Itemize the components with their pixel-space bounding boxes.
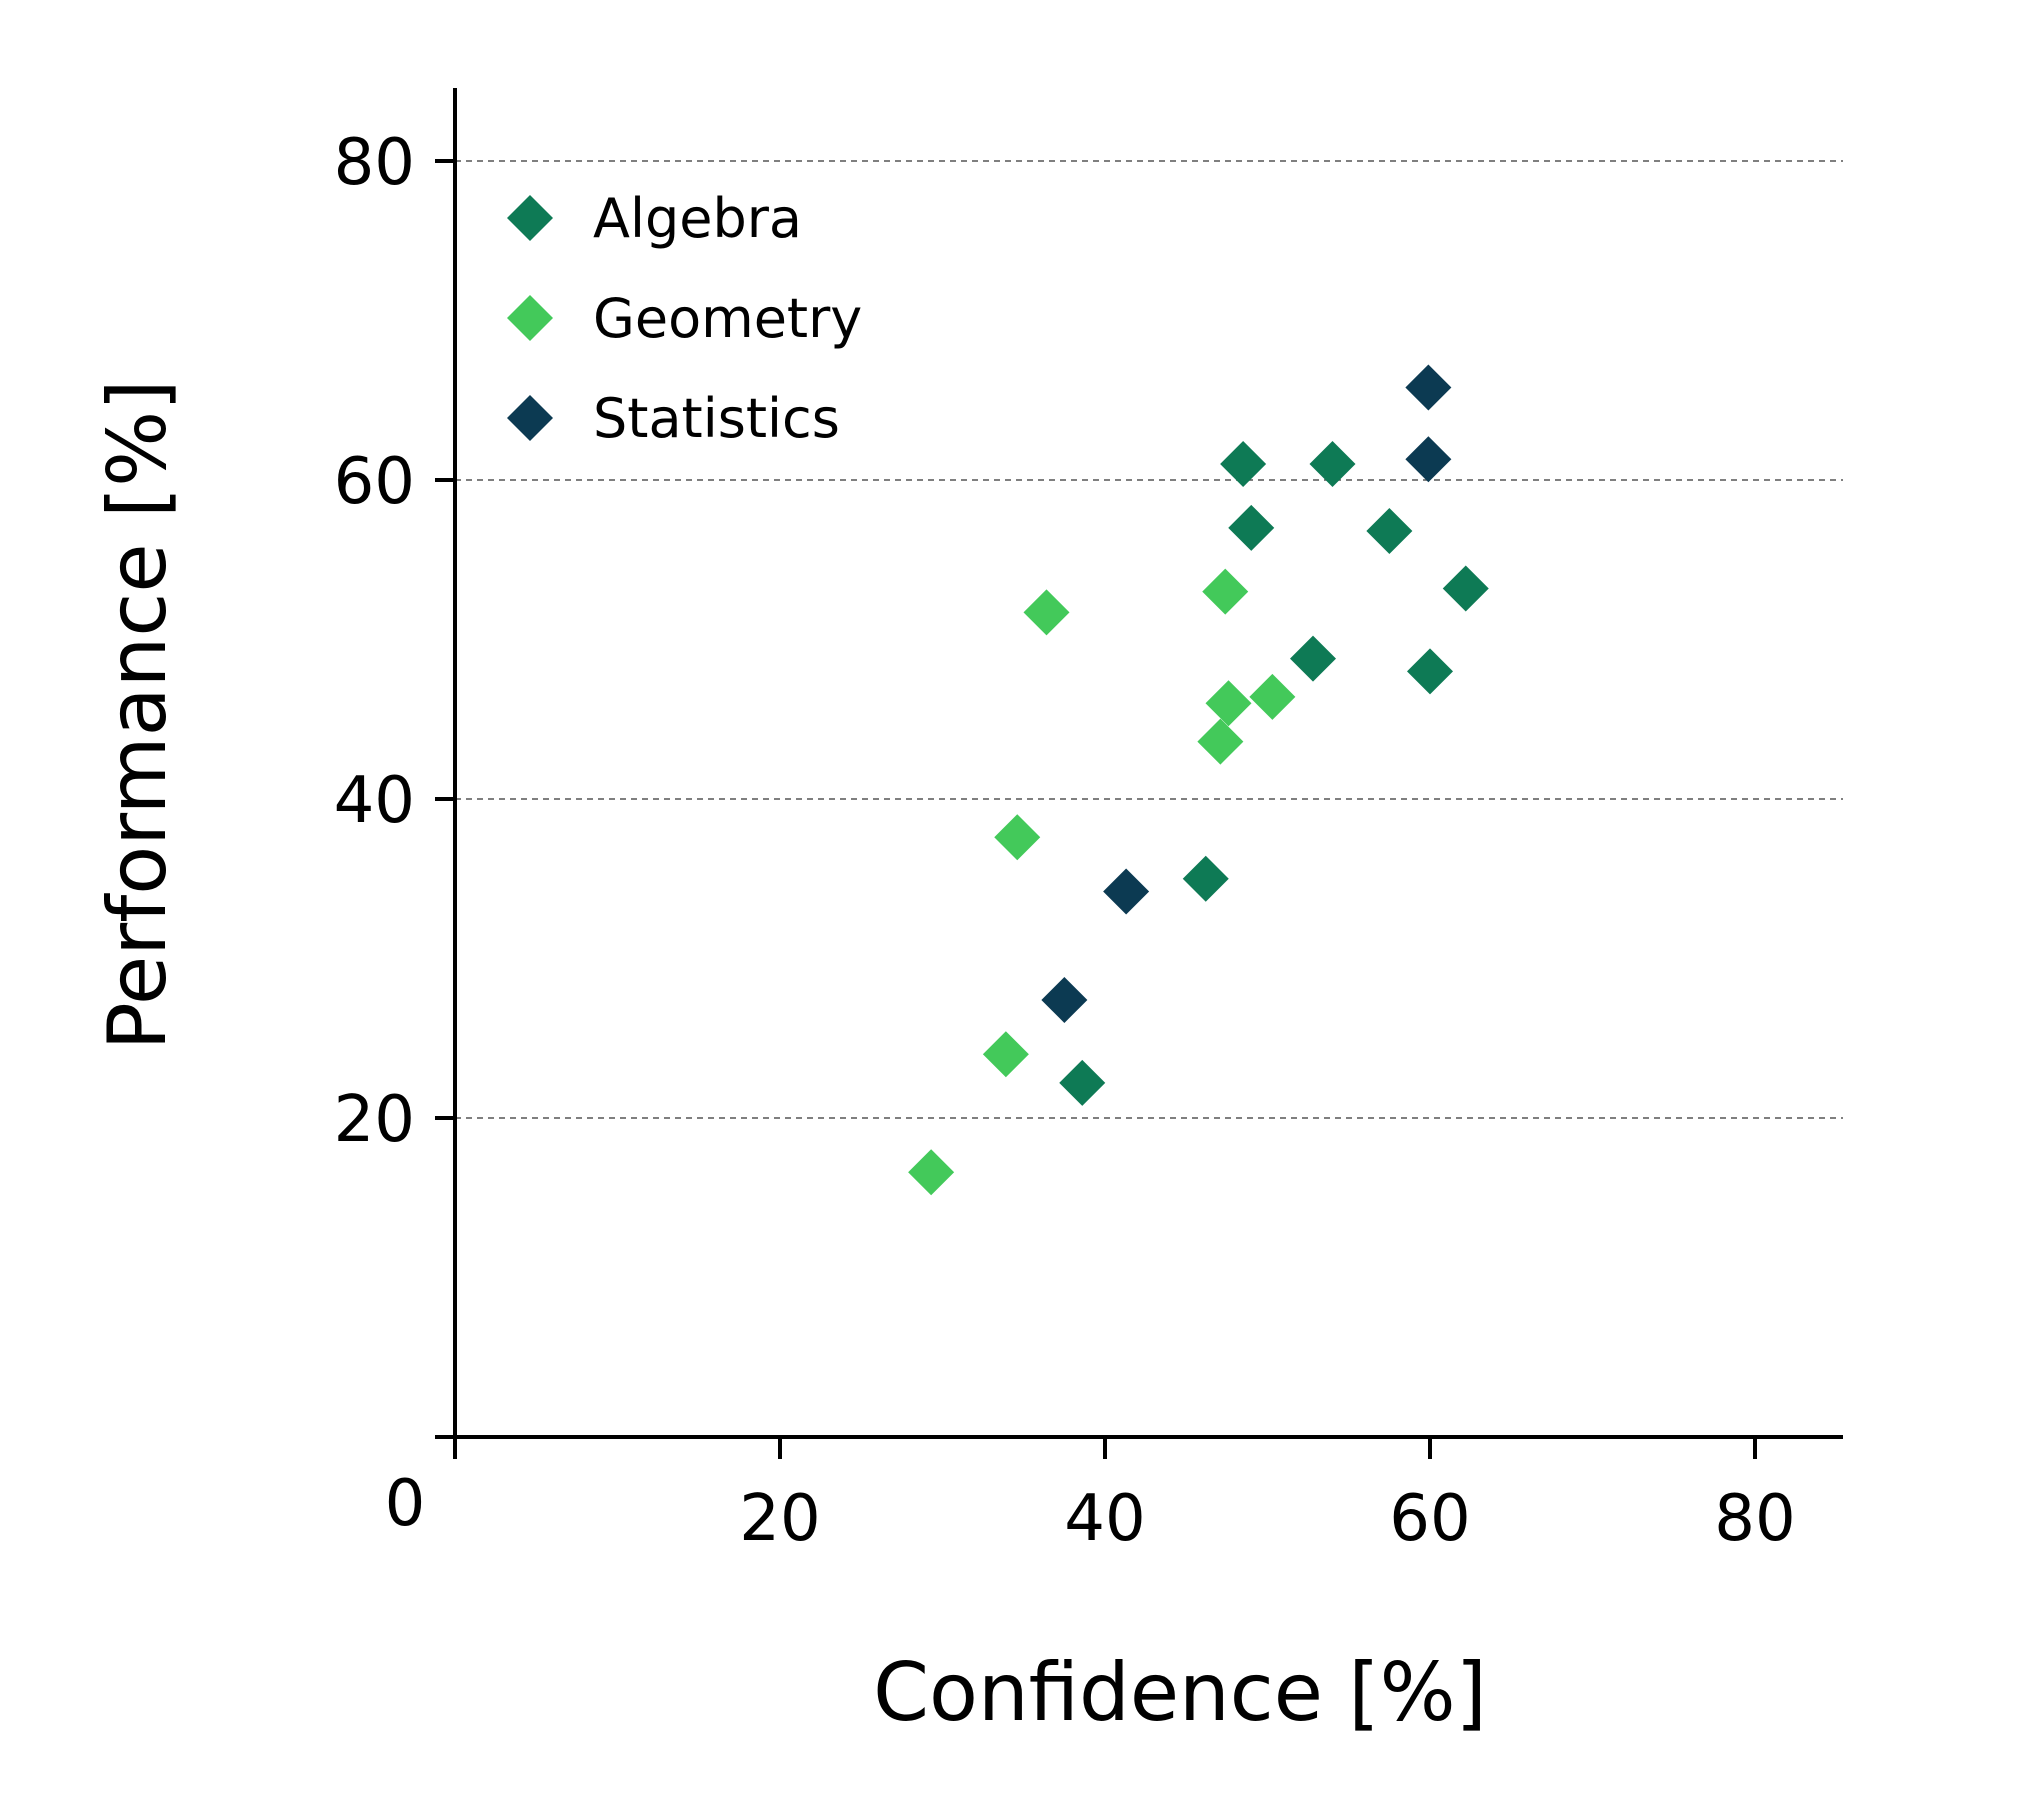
data-point-algebra xyxy=(1290,635,1336,682)
data-point-geometry xyxy=(982,1031,1029,1078)
data-point-geometry xyxy=(1249,673,1296,720)
data-point-algebra xyxy=(1442,565,1489,612)
data-point-statistics xyxy=(1405,436,1452,483)
data-point-geometry xyxy=(1197,718,1244,765)
data-point-statistics xyxy=(1405,364,1452,411)
x-tick-label: 80 xyxy=(1714,1482,1795,1556)
x-tick-label: 0 xyxy=(385,1467,426,1541)
x-tick-label: 60 xyxy=(1389,1482,1470,1556)
legend-marker-statistics xyxy=(507,395,553,441)
data-point-algebra xyxy=(1228,504,1275,551)
legend-label-geometry: Geometry xyxy=(593,287,862,350)
data-point-geometry xyxy=(1023,589,1070,636)
data-point-algebra xyxy=(1407,648,1453,695)
tick-marks: 20 40 60 80 0 20 40 60 80 xyxy=(334,126,1796,1556)
data-points xyxy=(908,364,1489,1196)
data-point-geometry xyxy=(1205,680,1252,727)
legend-marker-geometry xyxy=(507,295,553,341)
data-point-geometry xyxy=(994,814,1041,861)
legend-label-statistics: Statistics xyxy=(593,387,840,450)
data-point-statistics xyxy=(1041,976,1088,1023)
x-axis-title: Confidence [%] xyxy=(873,1646,1487,1739)
data-point-algebra xyxy=(1059,1059,1106,1106)
data-point-algebra xyxy=(1366,508,1413,555)
grid-lines xyxy=(455,160,1843,1119)
legend-marker-algebra xyxy=(507,195,553,241)
data-point-geometry xyxy=(908,1149,955,1196)
data-point-statistics xyxy=(1103,868,1150,915)
y-tick-label: 60 xyxy=(334,445,415,519)
y-axis-title: Performance [%] xyxy=(91,380,184,1051)
axes xyxy=(453,88,1843,1439)
x-tick-label: 20 xyxy=(739,1482,820,1556)
y-tick-label: 80 xyxy=(334,126,415,200)
legend-label-algebra: Algebra xyxy=(593,187,802,250)
x-tick-label: 40 xyxy=(1064,1482,1145,1556)
data-point-algebra xyxy=(1220,441,1267,488)
y-tick-label: 40 xyxy=(334,764,415,838)
data-point-algebra xyxy=(1182,855,1229,902)
data-point-geometry xyxy=(1202,568,1249,615)
data-point-algebra xyxy=(1309,441,1356,488)
legend: Algebra Geometry Statistics xyxy=(507,187,862,450)
y-tick-label: 20 xyxy=(334,1083,415,1157)
